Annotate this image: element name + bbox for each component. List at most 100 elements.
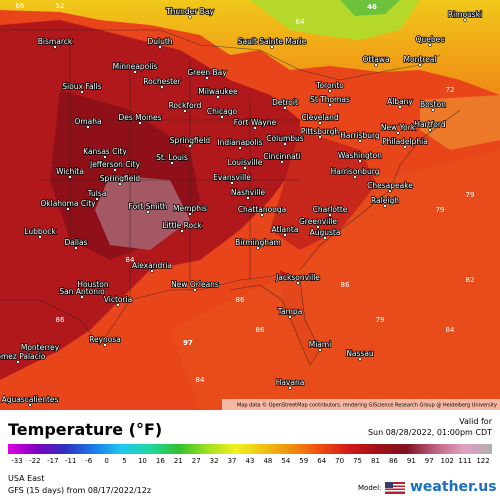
city-label: Memphis (173, 204, 207, 213)
city-label: San Antonio (59, 287, 105, 296)
city-dot (118, 182, 122, 186)
city-dot (318, 348, 322, 352)
colorbar-tick-label: 97 (424, 457, 434, 465)
colorbar-tick-label: 10 (137, 457, 147, 465)
city-label: Chicago (207, 107, 238, 116)
temp-label: 86 (256, 326, 265, 334)
colorbar-tick-label: 102 (440, 457, 454, 465)
colorbar-tick-label: -17 (47, 457, 59, 465)
city-label: Nassau (346, 349, 374, 358)
colorbar-tick-label: -22 (29, 457, 41, 465)
temp-label: 86 (341, 281, 350, 289)
city-dot (16, 360, 20, 364)
city-dot (103, 155, 107, 159)
city-dot (188, 144, 192, 148)
city-dot (283, 142, 287, 146)
city-label: Green Bay (187, 68, 227, 77)
city-dot (256, 246, 260, 250)
temp-label: 86 (56, 316, 65, 324)
city-dot (396, 131, 400, 135)
city-dot (80, 90, 84, 94)
city-label: St. Louis (156, 153, 188, 162)
city-label: Sault Sainte Marie (238, 37, 307, 46)
city-dot (183, 109, 187, 113)
city-dot (53, 45, 57, 49)
temp-label: 84 (446, 326, 455, 334)
city-label: New Orleans (171, 280, 219, 289)
temp-label: 79 (436, 206, 445, 214)
city-label: Ottawa (362, 55, 389, 64)
city-label: Hartford (414, 120, 445, 129)
city-dot (160, 85, 164, 89)
city-dot (188, 15, 192, 19)
city-dot (318, 135, 322, 139)
city-dot (91, 288, 95, 292)
city-dot (431, 108, 435, 112)
city-label: Kansas City (83, 147, 127, 156)
city-dot (95, 197, 99, 201)
city-label: Montreal (404, 55, 437, 64)
colorbar-tick-label: 37 (227, 457, 237, 465)
temp-label: 79 (466, 191, 475, 199)
colorbar-tick-label: 54 (281, 457, 291, 465)
northeast-coast (420, 95, 500, 150)
colorbar-tick-label: 27 (191, 457, 201, 465)
colorbar-tick-label: 86 (388, 457, 398, 465)
city-dot (150, 269, 154, 273)
ocean (170, 150, 500, 410)
colorbar-tick-label: 0 (104, 457, 109, 465)
colorbar-tick-label: -33 (11, 457, 23, 465)
city-dot (358, 159, 362, 163)
city-dot (253, 126, 257, 130)
temp-label: 84 (196, 376, 205, 384)
city-label: Harrisburg (340, 131, 380, 140)
city-label: Louisville (228, 158, 263, 167)
city-dot (238, 146, 242, 150)
city-dot (193, 288, 197, 292)
city-dot (318, 121, 322, 125)
city-dot (246, 196, 250, 200)
city-dot (388, 189, 392, 193)
city-label: Miami (309, 340, 332, 349)
colorbar-tick-label: 16 (155, 457, 165, 465)
temp-label: 46 (367, 3, 377, 11)
temp-label: 97 (183, 339, 193, 347)
city-label: Detroit (272, 98, 298, 107)
city-dot (328, 89, 332, 93)
city-dot (353, 175, 357, 179)
city-label: Rochester (143, 77, 181, 86)
city-label: Fort Smith (129, 202, 168, 211)
colorbar-tick-label: 75 (353, 457, 363, 465)
temp-label: 79 (376, 316, 385, 324)
city-dot (296, 281, 300, 285)
attribution: Map data © OpenStreetMap contributors, r… (237, 402, 497, 409)
city-label: Thunder Bay (165, 7, 214, 16)
city-dot (38, 235, 42, 239)
model-label: Model: (358, 484, 382, 492)
city-label: Houston (77, 280, 108, 289)
city-dot (180, 229, 184, 233)
city-label: Quebec (416, 35, 445, 44)
colorbar-tick-label: 81 (371, 457, 380, 465)
city-dot (374, 63, 378, 67)
footer-run: GFS (15 days) from 08/17/2022/12z (8, 486, 152, 495)
city-label: Alexandria (132, 261, 172, 270)
city-label: Columbus (266, 134, 303, 143)
city-label: Omaha (74, 117, 101, 126)
city-label: New York (381, 123, 416, 132)
colorbar-tick-label: -11 (65, 457, 77, 465)
city-label: Wichita (56, 167, 84, 176)
city-dot (288, 386, 292, 390)
city-label: Springfield (100, 174, 141, 183)
city-dot (260, 213, 264, 217)
extreme-heat (95, 175, 190, 250)
city-label: Evansville (213, 173, 251, 182)
city-label: Cleveland (301, 113, 338, 122)
map: Thunder Bay Bismarck Duluth Sault Sainte Ma… (0, 0, 500, 410)
city-label: Fort Wayne (234, 118, 277, 127)
city-label: Charlotte (313, 205, 348, 214)
colorbar-tick-label: 5 (122, 457, 127, 465)
colorbar-tick-label: 122 (476, 457, 490, 465)
city-dot (316, 225, 320, 229)
colorbar-tick-label: -6 (85, 457, 93, 465)
